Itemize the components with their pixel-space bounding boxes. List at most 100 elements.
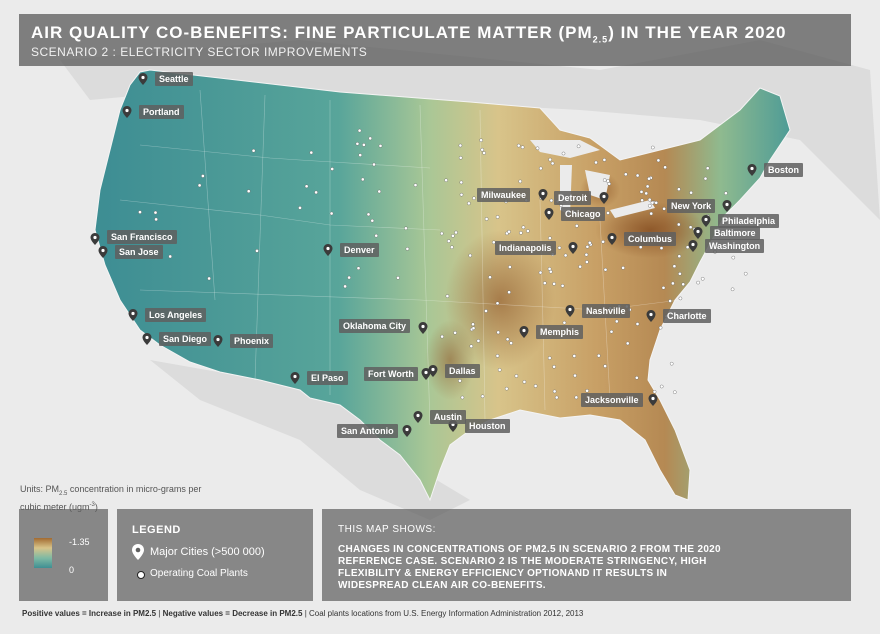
coal-plant-dot xyxy=(550,161,555,166)
city-pin-dot xyxy=(416,413,420,418)
coal-plant-dot xyxy=(625,341,630,346)
city-label-text: San Diego xyxy=(159,332,212,346)
coal-plant-dot xyxy=(557,246,562,250)
coal-plant-dot xyxy=(497,368,502,372)
coal-plant-dot xyxy=(469,344,474,348)
map-title: AIR QUALITY CO-BENEFITS: FINE PARTICULAT… xyxy=(31,23,787,45)
coal-plant-dot xyxy=(458,156,463,160)
coal-plant-dot xyxy=(647,176,651,181)
coal-plant-dot xyxy=(304,184,309,189)
coal-plant-dot xyxy=(597,353,601,358)
coal-plant-dot xyxy=(378,144,383,148)
coal-plant-dot xyxy=(459,180,464,185)
coal-plant-dot xyxy=(572,354,577,358)
coal-plant-dot xyxy=(309,150,314,155)
city-label-text: Charlotte xyxy=(663,309,711,323)
coal-plant-dot xyxy=(450,245,454,249)
coal-plant-dot xyxy=(731,255,736,260)
footer: Positive values = Increase in PM2.5 | Ne… xyxy=(22,609,584,618)
coal-plant-dot xyxy=(603,267,608,272)
coal-plant-dot xyxy=(356,266,361,270)
coal-plant-dot xyxy=(405,247,410,251)
city-label-text: Los Angeles xyxy=(145,308,207,322)
coal-plant-dot xyxy=(520,145,525,149)
coal-plant-dot xyxy=(458,143,463,148)
city-label-text: Seattle xyxy=(155,72,193,86)
city-label-text: Austin xyxy=(430,410,466,424)
units-note: Units: PM2.5 concentration in micro-gram… xyxy=(20,484,202,512)
coal-plant-dot xyxy=(743,271,748,276)
city-label-text: Fort Worth xyxy=(364,367,418,381)
coal-plant-dot xyxy=(440,231,444,236)
coal-plant-dot xyxy=(659,246,664,250)
city-pin-dot xyxy=(541,191,545,196)
coal-plant-dot xyxy=(138,210,142,214)
city-pin-dot xyxy=(750,166,754,171)
coal-plant-dot xyxy=(495,301,500,306)
coal-plant-dot xyxy=(526,229,530,233)
coal-plant-dot xyxy=(355,142,360,146)
city-pin-dot xyxy=(696,229,700,234)
coal-plant-dot xyxy=(533,384,538,388)
coal-plant-dot xyxy=(689,190,693,195)
coal-plant-dot-icon xyxy=(137,571,145,579)
color-ramp xyxy=(34,538,52,568)
coal-plant-dot xyxy=(585,245,590,249)
coal-plant-dot xyxy=(561,151,566,156)
city-pin-dot xyxy=(125,108,129,113)
city-label-text: Milwaukee xyxy=(477,188,531,202)
coal-plant-dot xyxy=(669,361,674,366)
legend-city-label: Major Cities (>500 000) xyxy=(150,546,265,558)
coal-plant-dot xyxy=(496,330,500,335)
lake-superior xyxy=(530,140,600,158)
coal-plant-dot xyxy=(651,145,655,150)
coal-plant-dot xyxy=(652,390,657,394)
coal-plant-dot xyxy=(543,281,547,285)
coal-plant-dot xyxy=(458,379,462,383)
texas-hotspot xyxy=(425,320,475,400)
coal-plant-dot xyxy=(603,364,607,368)
city-pin-dot xyxy=(141,75,145,80)
coal-plant-dot xyxy=(514,374,519,378)
coal-plant-dot xyxy=(547,267,552,271)
coal-plant-dot xyxy=(554,395,559,400)
city-label-text: San Jose xyxy=(115,245,163,259)
coal-plant-dot xyxy=(374,233,378,238)
coal-plant-dot xyxy=(505,337,510,342)
city-pin-dot xyxy=(293,374,297,379)
coal-plant-dot xyxy=(563,253,568,258)
coal-plant-dot xyxy=(602,158,607,162)
coal-plant-dot xyxy=(584,252,589,257)
coal-plant-dot xyxy=(548,236,552,240)
coal-plant-dot xyxy=(484,309,488,313)
coal-plant-dot xyxy=(484,217,489,221)
coal-plant-dot xyxy=(656,158,661,163)
coal-plant-dot xyxy=(507,290,511,294)
coal-plant-dot xyxy=(677,254,682,258)
coal-plant-dot xyxy=(251,148,256,153)
coal-plant-dot xyxy=(454,230,458,235)
coal-plant-dot xyxy=(609,329,614,334)
coal-plant-dot xyxy=(700,277,705,281)
coal-plant-dot xyxy=(453,331,457,335)
coal-plant-dot xyxy=(516,143,521,148)
coal-plant-dot xyxy=(357,128,362,133)
map-subtitle: SCENARIO 2 : ELECTRICITY SECTOR IMPROVEM… xyxy=(31,45,368,59)
city-label-text: Baltimore xyxy=(710,226,760,240)
city-label-text: Chicago xyxy=(561,207,605,221)
city-label-text: Phoenix xyxy=(230,334,274,348)
info-title: THIS MAP SHOWS: xyxy=(338,524,436,535)
coal-plant-dot xyxy=(685,245,690,249)
city-pin-dot xyxy=(649,312,653,317)
coal-plant-dot xyxy=(677,187,681,191)
city-pin-dot xyxy=(145,335,149,340)
coal-plant-dot xyxy=(298,206,302,210)
coal-plant-dot xyxy=(548,157,552,162)
city-label-text: Denver xyxy=(340,243,379,257)
coal-plant-dot xyxy=(343,284,347,289)
coal-plant-dot xyxy=(480,394,485,399)
coal-plant-dot xyxy=(246,189,251,193)
city-label-text: Nashville xyxy=(582,304,630,318)
coal-plant-dot xyxy=(552,389,557,394)
